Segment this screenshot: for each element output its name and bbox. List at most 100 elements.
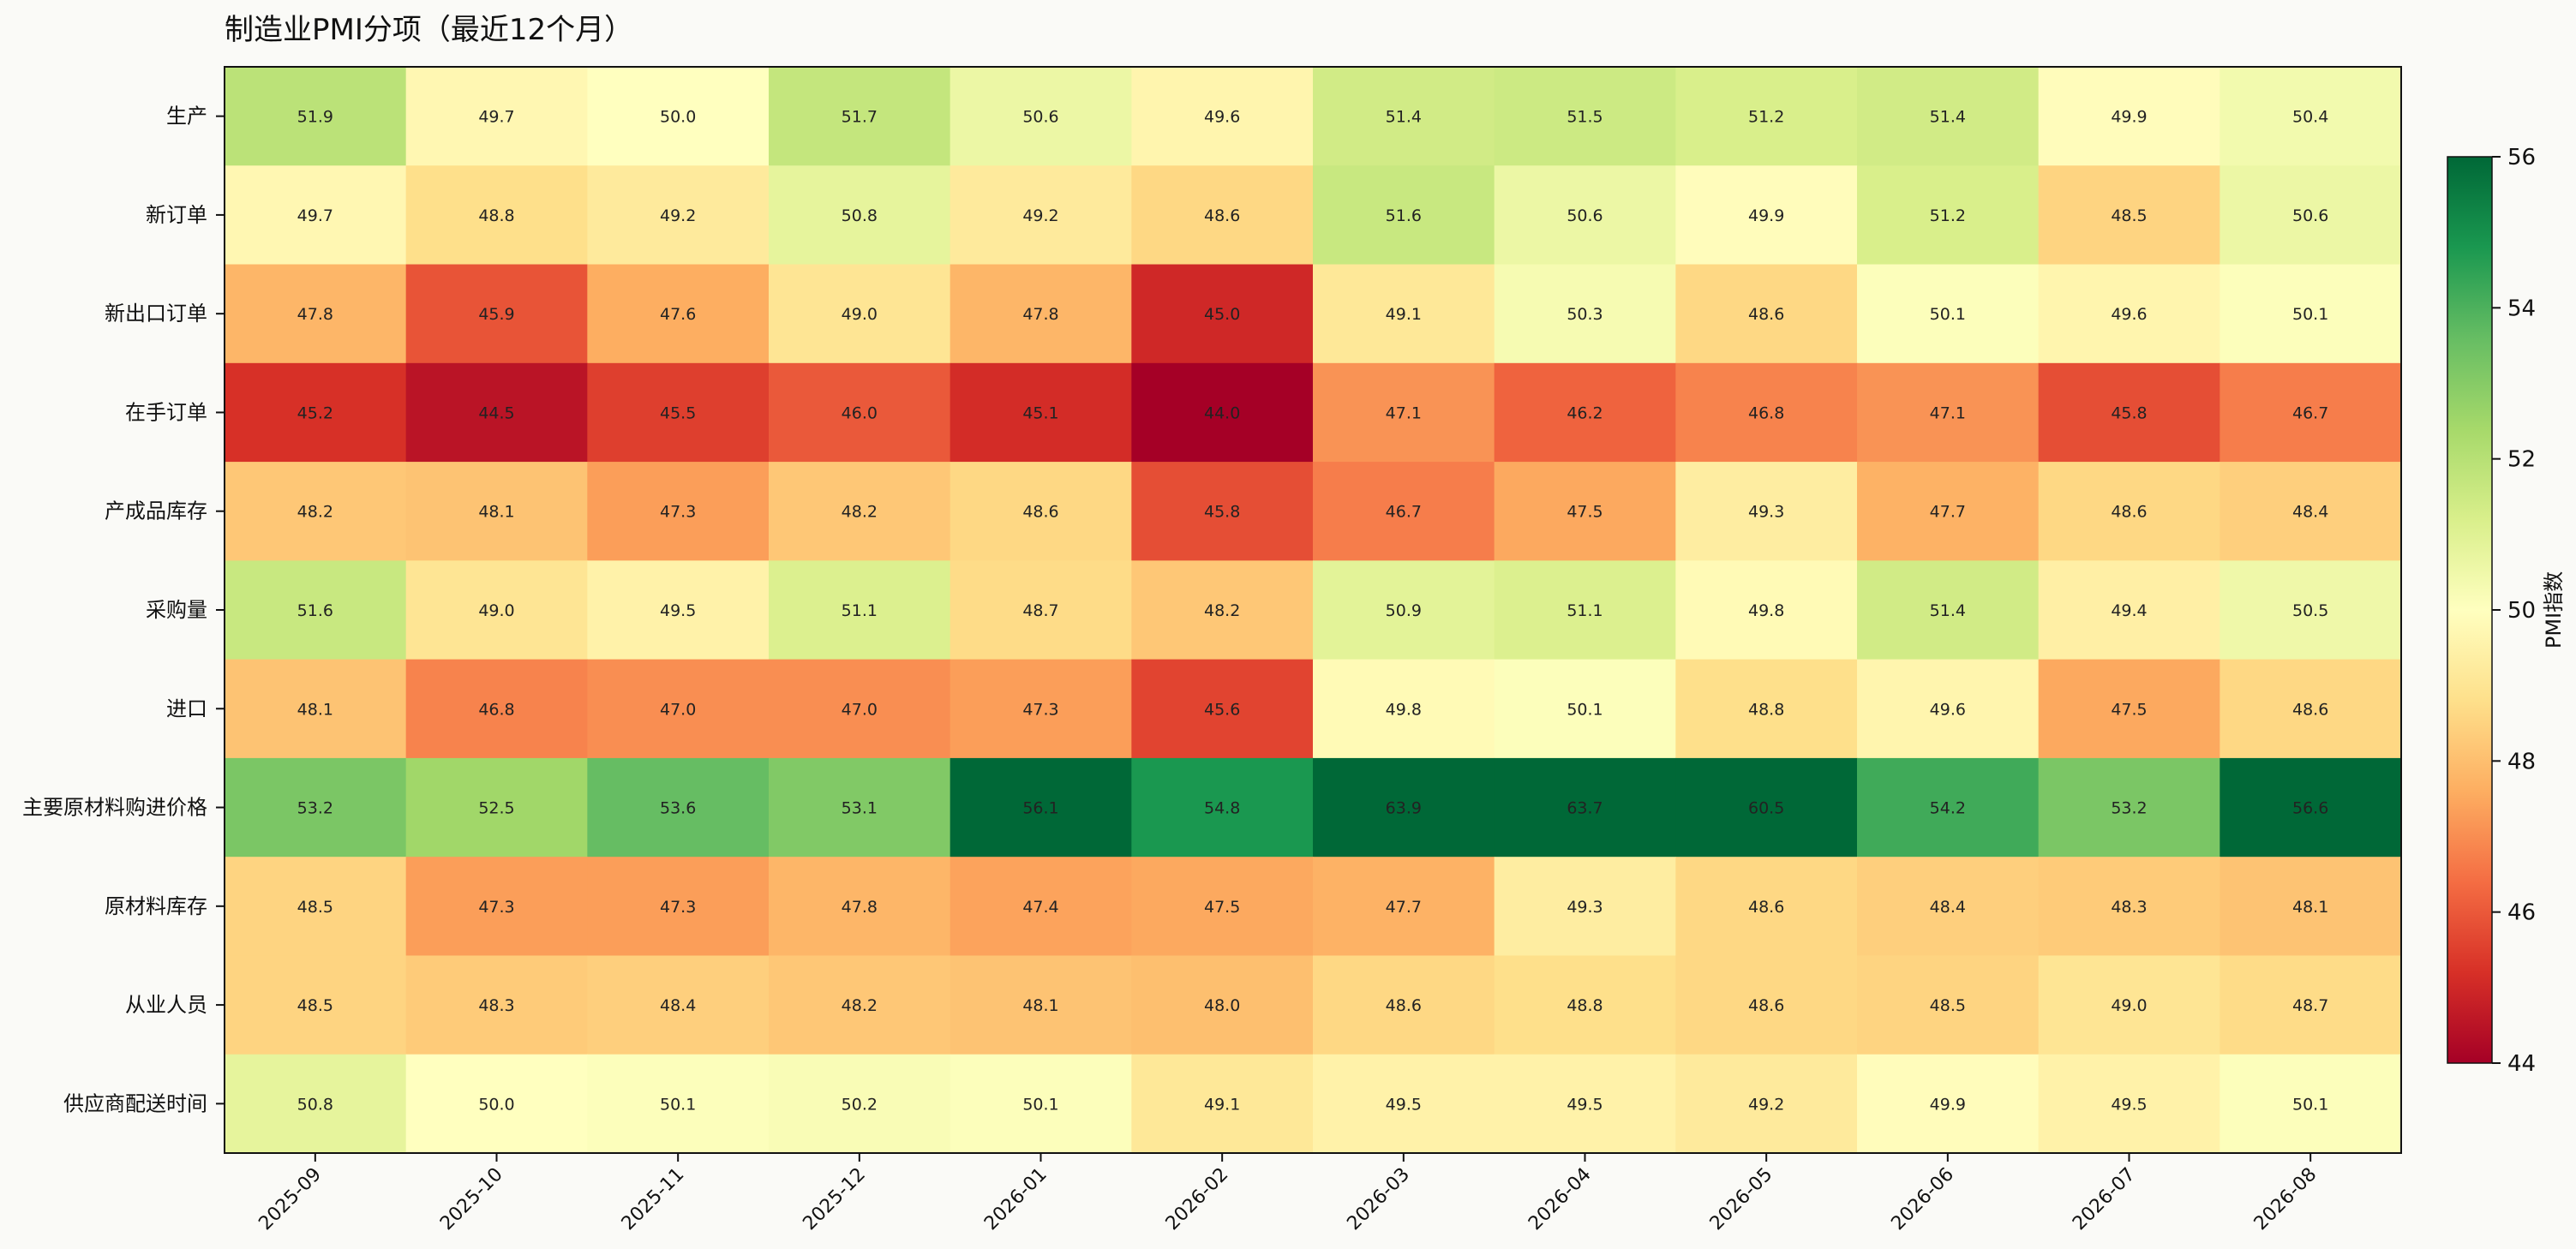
heatmap-cell: [769, 857, 951, 957]
heatmap-cell: [1313, 264, 1495, 364]
heatmap-cell: [225, 362, 407, 463]
heatmap-cell: [769, 955, 951, 1055]
heatmap-cell: [950, 659, 1132, 759]
cell-value-label: 49.5: [1567, 1095, 1603, 1114]
cell-value-label: 49.5: [660, 601, 696, 620]
heatmap-cell: [2220, 462, 2402, 561]
colorbar-tick-label: 54: [2507, 296, 2536, 321]
cell-value-label: 50.1: [1022, 1095, 1058, 1114]
cell-value-label: 48.2: [1204, 601, 1240, 620]
cell-value-label: 47.5: [1204, 898, 1240, 917]
heatmap-cell: [2038, 757, 2220, 858]
cell-value-label: 45.8: [2111, 403, 2147, 422]
heatmap-cell: [950, 560, 1132, 660]
heatmap-cell: [405, 659, 588, 759]
cell-value-label: 47.0: [660, 700, 696, 719]
heatmap-cell: [1313, 1054, 1495, 1154]
cell-value-label: 47.3: [660, 898, 696, 917]
heatmap-cell: [1131, 67, 1314, 166]
heatmap-cell: [587, 659, 770, 759]
column-label: 2026-03: [1343, 1164, 1414, 1235]
cell-value-label: 50.6: [1567, 206, 1603, 225]
cell-value-label: 49.7: [478, 108, 514, 127]
heatmap-cell: [405, 560, 588, 660]
cell-value-label: 46.0: [842, 403, 878, 422]
cell-value-label: 48.7: [2292, 996, 2328, 1015]
cell-value-label: 49.0: [842, 305, 878, 324]
heatmap-cell: [1675, 67, 1858, 166]
heatmap-cell: [1131, 1054, 1314, 1154]
heatmap-cell: [587, 462, 770, 561]
cell-value-label: 46.8: [478, 700, 514, 719]
heatmap-cell: [225, 757, 407, 858]
heatmap-cell: [769, 165, 951, 266]
column-labels: 2025-09 2025-10 2025-11 2025-12 2026-01 2026-…: [255, 1153, 2321, 1234]
cell-value-label: 48.3: [2111, 898, 2147, 917]
cell-value-label: 50.2: [842, 1095, 878, 1114]
heatmap-cell: [1313, 857, 1495, 957]
column-label: 2026-06: [1887, 1164, 1958, 1235]
heatmap-cell: [769, 362, 951, 463]
heatmap-cell: [1857, 462, 2040, 561]
column-label: 2025-10: [436, 1164, 507, 1235]
heatmap-cell: [1313, 955, 1495, 1055]
cell-value-label: 48.8: [478, 206, 514, 225]
heatmap-cell: [769, 757, 951, 858]
column-label: 2026-04: [1525, 1164, 1596, 1235]
colorbar-ticks: 44 46 48 50 52 54 56: [2492, 145, 2536, 1077]
cell-value-label: 56.6: [2292, 799, 2328, 818]
heatmap-cell: [950, 857, 1132, 957]
heatmap-cell: [1675, 165, 1858, 266]
cell-value-label: 51.6: [1386, 206, 1422, 225]
heatmap-cell: [1494, 757, 1676, 858]
cell-value-label: 52.5: [478, 799, 514, 818]
heatmap-cell: [769, 659, 951, 759]
heatmap-cell: [225, 67, 407, 166]
cell-value-label: 48.5: [2111, 206, 2147, 225]
cell-value-label: 50.3: [1567, 305, 1603, 324]
cell-value-label: 51.1: [842, 601, 878, 620]
plot-frame: [224, 66, 2402, 1154]
heatmap-cell: [1857, 955, 2040, 1055]
cell-value-label: 47.8: [1022, 305, 1058, 324]
heatmap-cell: [405, 462, 588, 561]
column-label: 2026-08: [2250, 1164, 2321, 1235]
row-label: 产成品库存: [105, 499, 207, 523]
heatmap-cell: [769, 264, 951, 364]
heatmap-cell: [1857, 1054, 2040, 1154]
heatmap-cell: [1131, 757, 1314, 858]
cell-value-label: 48.0: [1204, 996, 1240, 1015]
row-labels: 生产新订单新出口订单在手订单产成品库存采购量进口主要原材料购进价格原材料库存从业…: [22, 105, 225, 1115]
heatmap-cell: [2220, 67, 2402, 166]
heatmap-cells: 51.9 49.7 50.0 51.7 50.6 49.6 51.4 51.5 51.2 51.4…: [225, 67, 2402, 1154]
heatmap-cell: [2038, 362, 2220, 463]
cell-value-label: 50.8: [297, 1095, 333, 1114]
colorbar-tick-label: 46: [2507, 900, 2536, 926]
heatmap-cell: [950, 67, 1132, 166]
cell-value-label: 51.6: [297, 601, 333, 620]
cell-value-label: 48.1: [297, 700, 333, 719]
heatmap-cell: [587, 362, 770, 463]
cell-value-label: 48.2: [297, 503, 333, 522]
cell-value-label: 49.5: [1386, 1095, 1422, 1114]
chart-title: 制造业PMI分项（最近12个月）: [225, 13, 633, 47]
heatmap-cell: [769, 462, 951, 561]
cell-value-label: 44.5: [478, 403, 514, 422]
colorbar-tick-label: 52: [2507, 447, 2536, 473]
heatmap-cell: [1494, 462, 1676, 561]
cell-value-label: 53.2: [2111, 799, 2147, 818]
heatmap-cell: [769, 67, 951, 166]
cell-value-label: 50.1: [1567, 700, 1603, 719]
cell-value-label: 48.7: [1022, 601, 1058, 620]
heatmap-cell: [225, 264, 407, 364]
cell-value-label: 48.2: [842, 503, 878, 522]
cell-value-label: 48.3: [478, 996, 514, 1015]
heatmap-cell: [2038, 264, 2220, 364]
heatmap-cell: [1675, 560, 1858, 660]
cell-value-label: 50.6: [2292, 206, 2328, 225]
heatmap-cell: [1857, 362, 2040, 463]
cell-value-label: 47.3: [478, 898, 514, 917]
cell-value-label: 48.6: [1748, 996, 1784, 1015]
cell-value-label: 44.0: [1204, 403, 1240, 422]
heatmap-cell: [2038, 857, 2220, 957]
